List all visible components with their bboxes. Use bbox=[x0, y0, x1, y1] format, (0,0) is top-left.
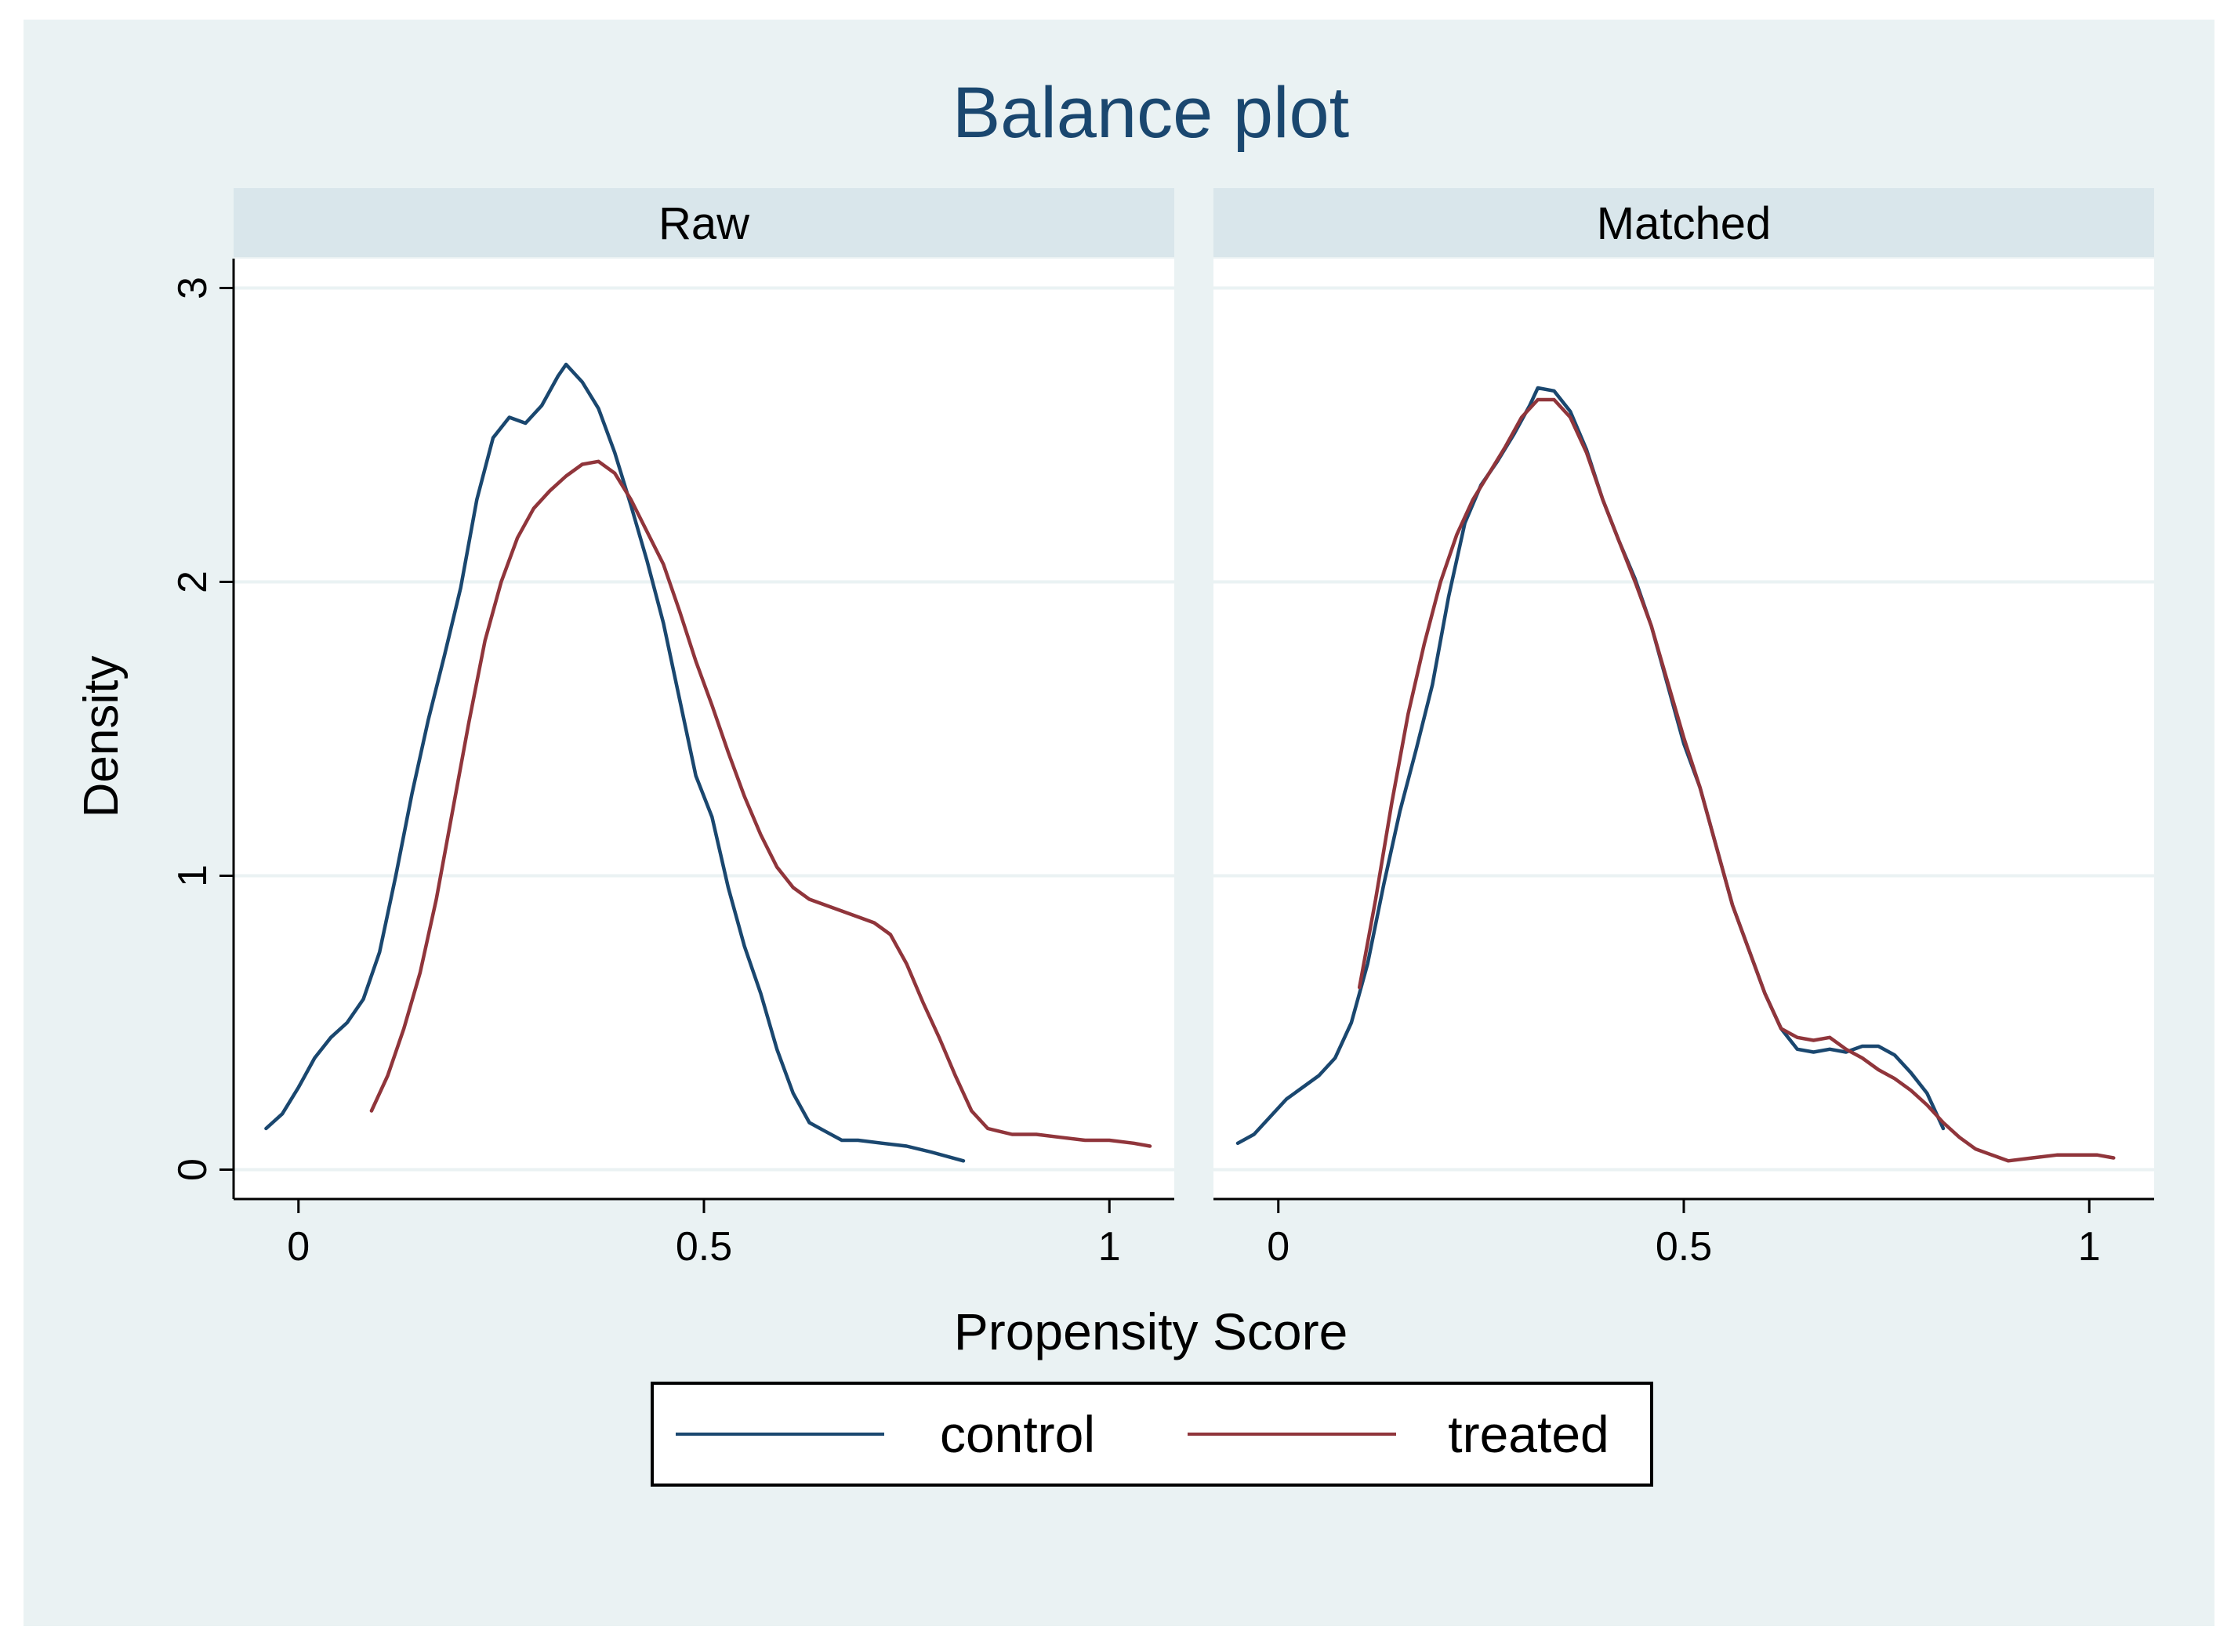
series-line-treated bbox=[369, 459, 1152, 1148]
legend: control treated bbox=[651, 1382, 1653, 1487]
panel-matched: Matched 0 0.5 1 bbox=[1213, 188, 2154, 1270]
x-tick-label: 0.5 bbox=[1656, 1224, 1712, 1270]
y-tick-label: 0 bbox=[170, 1158, 216, 1181]
panel-strip-label: Matched bbox=[1597, 198, 1771, 249]
panel-raw: Raw 0 1 2 3 0 0.5 1 bbox=[170, 188, 1174, 1270]
panel-strip bbox=[1213, 188, 2154, 257]
y-axis-title: Density bbox=[74, 656, 129, 818]
legend-label-treated: treated bbox=[1448, 1405, 1609, 1463]
x-axis-title: Propensity Score bbox=[954, 1302, 1348, 1360]
y-tick-label: 2 bbox=[170, 571, 216, 593]
y-tick-label: 1 bbox=[170, 864, 216, 887]
x-tick-label: 0 bbox=[287, 1224, 310, 1270]
series-line-control bbox=[264, 362, 966, 1163]
x-tick-label: 0.5 bbox=[676, 1224, 732, 1270]
panel-strip bbox=[234, 188, 1174, 257]
series-line-treated bbox=[1357, 397, 2116, 1163]
x-tick-label: 1 bbox=[1098, 1224, 1121, 1270]
plot-area bbox=[1213, 259, 2154, 1199]
x-tick-label: 0 bbox=[1267, 1224, 1289, 1270]
panel-strip-label: Raw bbox=[658, 198, 750, 249]
legend-label-control: control bbox=[940, 1405, 1095, 1463]
x-tick-label: 1 bbox=[2078, 1224, 2101, 1270]
plot-area bbox=[234, 259, 1174, 1199]
chart-title: Balance plot bbox=[952, 73, 1349, 153]
y-tick-label: 3 bbox=[170, 277, 216, 299]
